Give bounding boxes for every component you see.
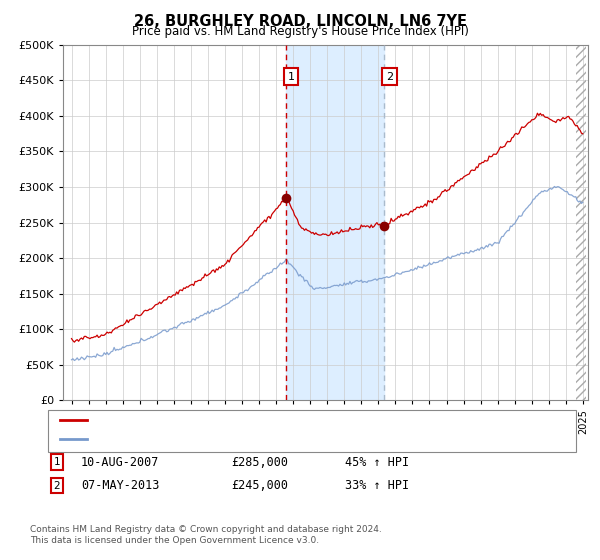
Text: 45% ↑ HPI: 45% ↑ HPI <box>345 455 409 469</box>
Text: 2: 2 <box>53 480 61 491</box>
Text: £245,000: £245,000 <box>231 479 288 492</box>
Bar <box>576 45 586 400</box>
Text: Price paid vs. HM Land Registry's House Price Index (HPI): Price paid vs. HM Land Registry's House … <box>131 25 469 38</box>
Text: 26, BURGHLEY ROAD, LINCOLN, LN6 7YE: 26, BURGHLEY ROAD, LINCOLN, LN6 7YE <box>133 14 467 29</box>
Bar <box>286 45 385 400</box>
Text: HPI: Average price, detached house, Lincoln: HPI: Average price, detached house, Linc… <box>93 434 334 444</box>
Text: 1: 1 <box>53 457 61 467</box>
Text: 07-MAY-2013: 07-MAY-2013 <box>81 479 160 492</box>
Text: 1: 1 <box>288 72 295 82</box>
Text: 2: 2 <box>386 72 393 82</box>
Text: £285,000: £285,000 <box>231 455 288 469</box>
Bar <box>576 45 586 400</box>
Text: Contains HM Land Registry data © Crown copyright and database right 2024.
This d: Contains HM Land Registry data © Crown c… <box>30 525 382 545</box>
Text: 26, BURGHLEY ROAD, LINCOLN, LN6 7YE (detached house): 26, BURGHLEY ROAD, LINCOLN, LN6 7YE (det… <box>93 415 415 425</box>
Text: 10-AUG-2007: 10-AUG-2007 <box>81 455 160 469</box>
Text: 33% ↑ HPI: 33% ↑ HPI <box>345 479 409 492</box>
